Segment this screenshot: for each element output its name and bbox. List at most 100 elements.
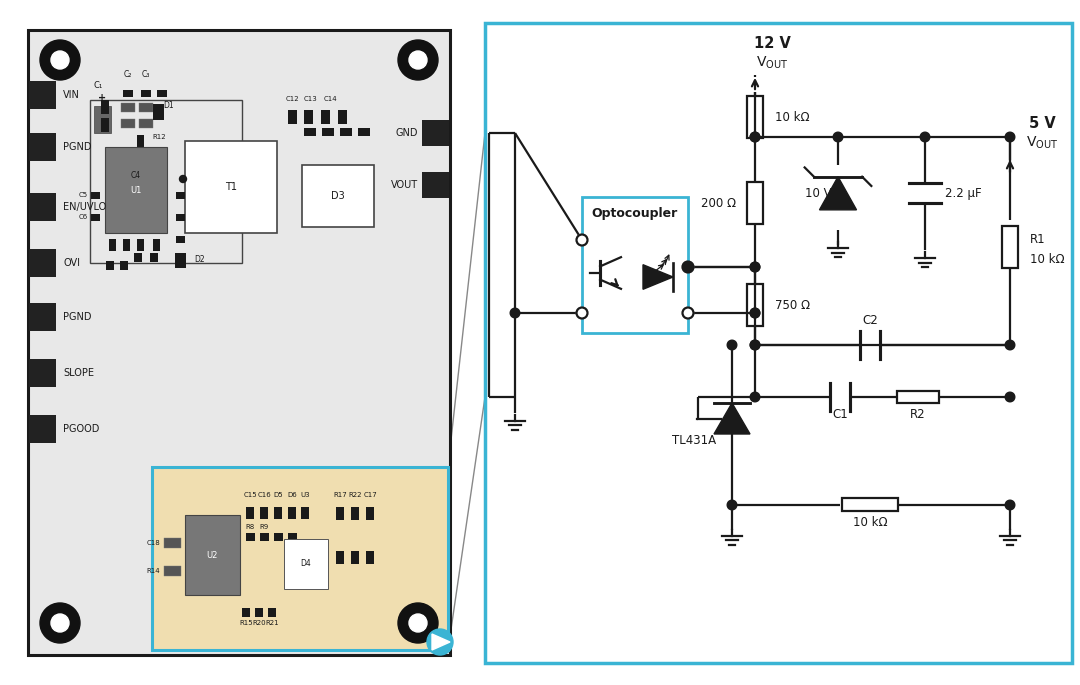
Bar — [366, 551, 374, 564]
Bar — [284, 539, 328, 589]
Text: D5: D5 — [273, 492, 283, 498]
Text: D6: D6 — [287, 492, 297, 498]
Circle shape — [751, 340, 760, 350]
Text: R2: R2 — [910, 408, 926, 421]
Circle shape — [179, 175, 187, 182]
Bar — [274, 507, 282, 519]
Text: C₁: C₁ — [93, 81, 103, 90]
Bar — [105, 147, 167, 233]
Bar — [141, 90, 151, 97]
Circle shape — [751, 393, 760, 402]
Bar — [747, 182, 762, 224]
Bar — [842, 499, 897, 512]
Bar — [336, 551, 345, 564]
Text: U2: U2 — [206, 551, 218, 560]
Text: U1: U1 — [131, 186, 141, 195]
Circle shape — [510, 308, 519, 318]
Circle shape — [751, 308, 760, 318]
Bar — [287, 533, 297, 541]
Bar — [92, 214, 100, 221]
Bar — [102, 100, 109, 114]
Bar — [175, 214, 185, 221]
Circle shape — [751, 262, 760, 272]
Bar — [351, 551, 359, 564]
Circle shape — [427, 629, 453, 655]
Text: C17: C17 — [363, 492, 377, 498]
Text: VOUT: VOUT — [391, 180, 418, 190]
Circle shape — [920, 132, 930, 142]
Bar — [175, 192, 185, 199]
Text: C12: C12 — [285, 96, 299, 102]
Text: D4: D4 — [300, 560, 311, 569]
Text: 10 kΩ: 10 kΩ — [775, 110, 810, 123]
Text: SLOPE: SLOPE — [63, 368, 94, 378]
Text: GND: GND — [395, 128, 418, 138]
Bar — [185, 141, 276, 233]
Bar — [485, 23, 1072, 663]
Text: C15: C15 — [243, 492, 257, 498]
Bar — [29, 133, 56, 161]
Circle shape — [683, 262, 693, 273]
Text: PGND: PGND — [63, 142, 92, 152]
Bar — [245, 533, 255, 541]
Text: D3: D3 — [332, 191, 345, 201]
Text: 200 Ω: 200 Ω — [701, 197, 735, 210]
Circle shape — [684, 262, 692, 272]
Bar — [1002, 226, 1018, 268]
Bar — [259, 533, 269, 541]
Text: D2: D2 — [194, 255, 204, 264]
Text: 12 V: 12 V — [754, 36, 791, 51]
Bar — [422, 120, 449, 146]
Text: C18: C18 — [146, 540, 160, 546]
Bar — [102, 118, 109, 132]
Bar — [273, 533, 283, 541]
Text: PGND: PGND — [63, 312, 92, 322]
Bar — [94, 106, 111, 133]
Bar — [582, 197, 688, 333]
Text: T1: T1 — [225, 182, 237, 192]
Bar — [422, 172, 449, 198]
Bar — [357, 128, 370, 136]
Bar — [28, 30, 450, 655]
Circle shape — [577, 234, 588, 245]
Bar — [120, 260, 129, 269]
Text: +: + — [98, 93, 106, 103]
Bar — [268, 608, 276, 616]
Polygon shape — [432, 634, 450, 650]
Circle shape — [751, 262, 760, 272]
Bar — [321, 110, 329, 124]
Bar — [136, 240, 144, 251]
Bar — [303, 128, 316, 136]
Circle shape — [727, 340, 737, 350]
Bar — [897, 391, 939, 403]
Circle shape — [409, 614, 427, 632]
Bar — [185, 515, 240, 595]
Bar — [322, 128, 334, 136]
Circle shape — [51, 51, 69, 69]
Bar — [351, 506, 359, 519]
Text: VIN: VIN — [63, 90, 80, 100]
Circle shape — [51, 614, 69, 632]
Bar — [139, 103, 153, 112]
Bar — [260, 507, 268, 519]
Bar — [303, 110, 312, 124]
Bar — [108, 240, 116, 251]
Bar — [340, 128, 352, 136]
Bar — [29, 193, 56, 221]
Text: D1: D1 — [163, 101, 174, 110]
Bar — [163, 538, 180, 548]
Text: C14: C14 — [323, 96, 337, 102]
Bar — [139, 119, 153, 127]
Polygon shape — [643, 264, 673, 289]
Text: R17: R17 — [333, 492, 347, 498]
Bar — [301, 507, 309, 519]
Circle shape — [683, 308, 693, 319]
Text: R8: R8 — [245, 524, 255, 530]
Text: 10 kΩ: 10 kΩ — [1030, 253, 1065, 266]
Bar — [163, 566, 180, 576]
Bar — [246, 507, 254, 519]
Text: TL431A: TL431A — [672, 434, 716, 447]
Circle shape — [751, 340, 760, 350]
Circle shape — [751, 132, 760, 142]
Bar — [152, 240, 160, 251]
